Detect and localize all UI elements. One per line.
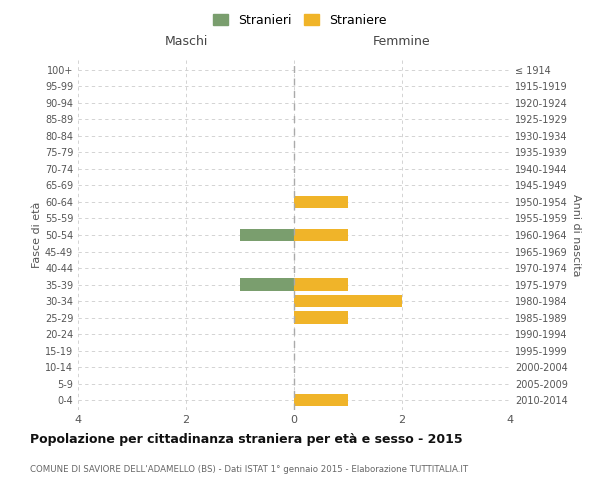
Bar <box>294 394 348 406</box>
Legend: Stranieri, Straniere: Stranieri, Straniere <box>208 8 392 32</box>
Text: Femmine: Femmine <box>373 35 431 48</box>
Y-axis label: Anni di nascita: Anni di nascita <box>571 194 581 276</box>
Bar <box>294 196 348 208</box>
Text: Popolazione per cittadinanza straniera per età e sesso - 2015: Popolazione per cittadinanza straniera p… <box>30 432 463 446</box>
Text: COMUNE DI SAVIORE DELL'ADAMELLO (BS) - Dati ISTAT 1° gennaio 2015 - Elaborazione: COMUNE DI SAVIORE DELL'ADAMELLO (BS) - D… <box>30 466 468 474</box>
Bar <box>294 295 402 307</box>
Y-axis label: Fasce di età: Fasce di età <box>32 202 42 268</box>
Bar <box>294 312 348 324</box>
Text: Maschi: Maschi <box>164 35 208 48</box>
Bar <box>240 278 294 290</box>
Bar <box>240 229 294 241</box>
Bar <box>294 229 348 241</box>
Bar <box>294 278 348 290</box>
